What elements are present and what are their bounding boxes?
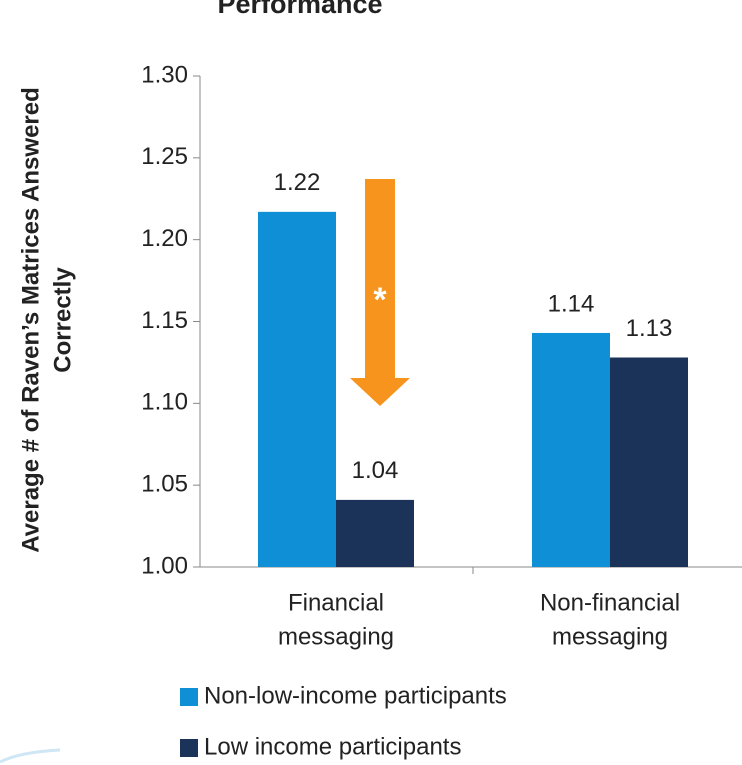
y-axis-title-line: Average # of Raven’s Matrices Answered (17, 87, 44, 553)
legend-swatch (180, 739, 198, 757)
legend-label: Low income participants (204, 733, 461, 760)
y-tick-label: 1.25 (141, 143, 188, 170)
y-tick-label: 1.10 (141, 389, 188, 416)
x-tick-label: Financial (288, 589, 384, 616)
legend-swatch (180, 688, 198, 706)
y-tick-label: 1.05 (141, 471, 188, 498)
decoration (0, 748, 61, 764)
x-tick-label: Non-financial (540, 589, 680, 616)
y-tick-label: 1.15 (141, 307, 188, 334)
y-tick-label: 1.20 (141, 225, 188, 252)
data-label: 1.14 (548, 290, 595, 317)
bar (532, 332, 610, 567)
bar (610, 357, 688, 567)
y-tick-label: 1.30 (141, 61, 188, 88)
y-axis-title: Average # of Raven’s Matrices Answered C… (17, 87, 76, 553)
x-tick-label: messaging (552, 623, 668, 650)
data-label: 1.04 (352, 457, 399, 484)
data-label: 1.13 (626, 315, 673, 342)
data-label: 1.22 (274, 169, 321, 196)
annotation-text: * (373, 281, 387, 319)
bar (336, 499, 414, 567)
legend-label: Non-low-income participants (204, 682, 507, 709)
annotation-arrow (350, 179, 410, 406)
y-tick-label: 1.00 (141, 552, 188, 579)
y-axis-title-line: Correctly (49, 267, 76, 373)
chart-title: Performance (217, 0, 382, 19)
bar (258, 211, 336, 568)
x-tick-label: messaging (278, 623, 394, 650)
